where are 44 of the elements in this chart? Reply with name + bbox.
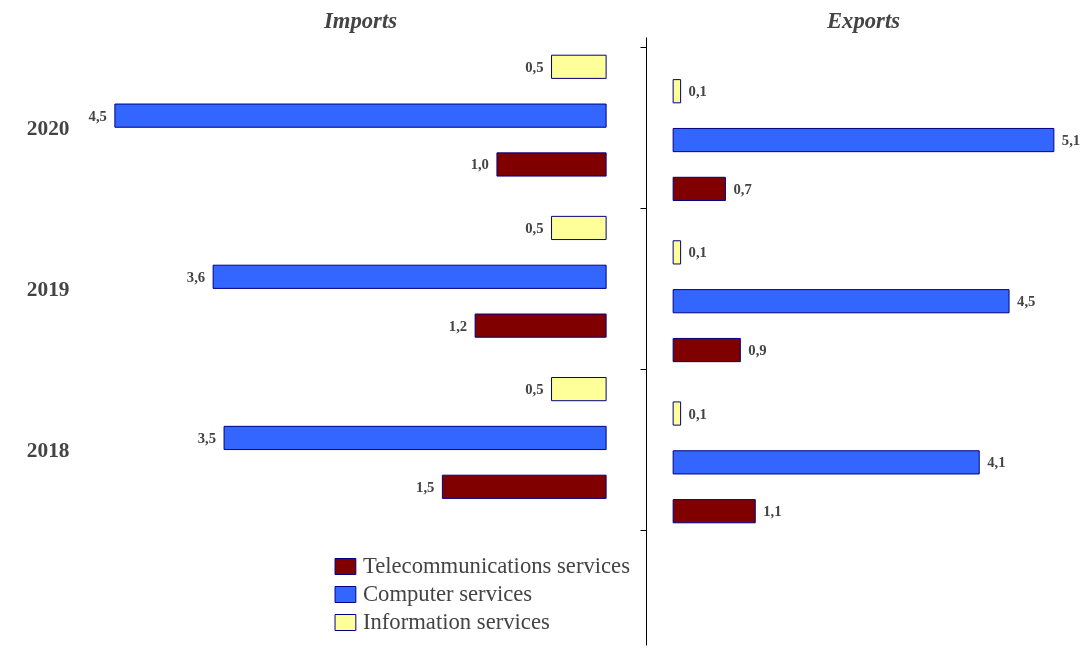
data-label: 0,1 <box>688 405 707 422</box>
data-label: 0,5 <box>525 58 544 75</box>
legend-label: Telecommunications services <box>362 553 630 579</box>
bar <box>672 337 741 363</box>
data-label: 1,1 <box>763 503 782 520</box>
bar <box>672 289 1010 314</box>
data-label: 0,5 <box>525 219 544 236</box>
legend-label: Information services <box>362 609 550 635</box>
bar <box>474 313 607 338</box>
bar <box>551 377 607 402</box>
bar <box>223 425 607 451</box>
y-tick-label: 2020 <box>26 115 70 140</box>
bar <box>114 103 607 128</box>
y-tick-label: 2018 <box>26 438 70 463</box>
data-label: 0,1 <box>688 244 707 261</box>
bar <box>672 450 980 475</box>
bar <box>441 474 607 499</box>
bar <box>496 152 607 177</box>
bar <box>672 499 756 524</box>
data-label: 4,5 <box>1017 293 1036 310</box>
data-label: 3,5 <box>197 429 217 446</box>
chart-title: Exports <box>825 7 901 33</box>
bar <box>672 79 682 104</box>
bar <box>672 401 682 426</box>
data-label: 5,1 <box>1061 132 1081 149</box>
bar <box>212 264 607 289</box>
data-label: 1,5 <box>416 478 435 495</box>
data-label: 3,6 <box>186 268 206 285</box>
data-label: 0,7 <box>733 180 752 197</box>
bar <box>672 240 682 265</box>
data-label: 0,9 <box>748 342 767 359</box>
data-label: 0,5 <box>525 381 544 398</box>
bar <box>551 54 607 79</box>
bar <box>672 176 726 201</box>
y-tick-label: 2019 <box>26 277 70 301</box>
data-label: 4,5 <box>88 107 107 124</box>
chart-title: Imports <box>322 7 398 33</box>
data-label: 1,2 <box>448 317 468 334</box>
data-label: 0,1 <box>688 83 707 100</box>
bar <box>672 127 1055 153</box>
data-label: 1,0 <box>470 156 489 173</box>
legend-label: Computer services <box>362 581 533 607</box>
bar <box>551 215 607 241</box>
data-label: 4,1 <box>987 454 1006 471</box>
